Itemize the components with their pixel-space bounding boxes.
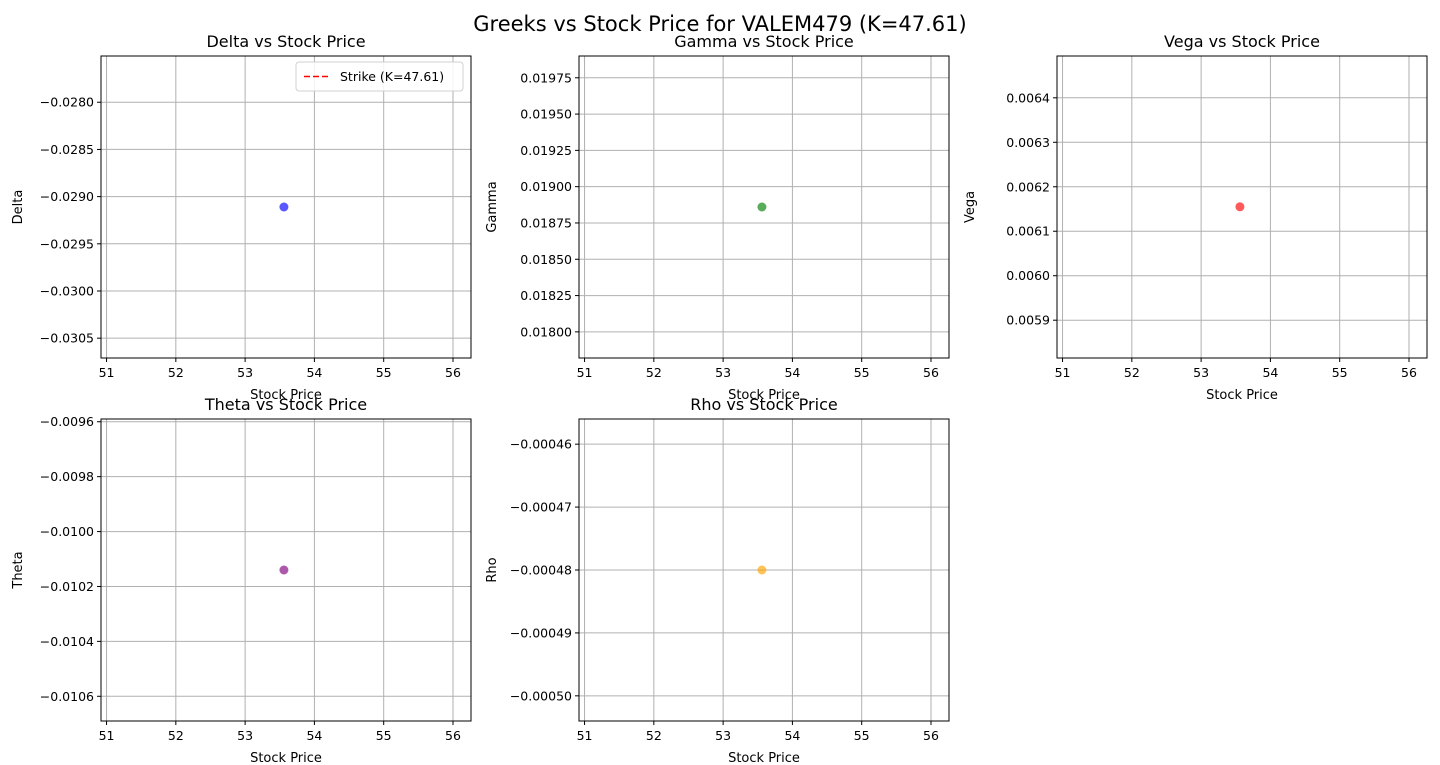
rho-x-tick-label: 51 — [577, 728, 593, 743]
gamma-y-tick-label: 0.01850 — [520, 252, 572, 267]
theta-y-tick-label: −0.0100 — [40, 524, 94, 539]
gamma-y-tick-label: 0.01800 — [520, 324, 572, 339]
gamma-y-tick-label: 0.01925 — [520, 143, 572, 158]
delta-x-tick-label: 54 — [306, 365, 322, 380]
rho-x-tick-label: 55 — [854, 728, 870, 743]
delta-x-tick-label: 53 — [237, 365, 253, 380]
theta-x-tick-label: 53 — [237, 728, 253, 743]
delta-legend-label: Strike (K=47.61) — [340, 69, 444, 84]
vega-y-tick-label: 0.0059 — [1006, 313, 1050, 328]
gamma-x-tick-label: 56 — [923, 365, 939, 380]
delta-x-tick-label: 52 — [168, 365, 184, 380]
delta-x-tick-label: 55 — [376, 365, 392, 380]
vega-axes-frame — [1056, 55, 1428, 359]
theta-axes-frame — [100, 418, 472, 722]
theta-x-tick-label: 56 — [445, 728, 461, 743]
rho-y-tick-label: −0.00047 — [510, 500, 572, 515]
vega-x-tick-label: 52 — [1124, 365, 1140, 380]
vega-y-tick-label: 0.0063 — [1006, 135, 1050, 150]
delta-y-tick-label: −0.0285 — [40, 142, 94, 157]
gamma-xlabel: Stock Price — [728, 388, 800, 403]
theta-data-point — [279, 565, 289, 575]
delta-ylabel: Delta — [11, 190, 26, 225]
subplots: 51 52 53 54 55 56 −0.0305 −0.0300 −0.0295 −0.0290… — [11, 32, 1428, 765]
gamma-y-tick-label: 0.01825 — [520, 288, 572, 303]
delta-axes-frame — [100, 55, 472, 359]
rho-title: Rho vs Stock Price — [690, 395, 837, 414]
delta-x-tick-label: 56 — [445, 365, 461, 380]
vega-x-tick-label: 54 — [1262, 365, 1278, 380]
delta-y-tick-label: −0.0305 — [40, 331, 94, 346]
rho-y-tick-label: −0.00050 — [510, 688, 572, 703]
vega-data-point — [1235, 202, 1245, 212]
gamma-x-tick-label: 51 — [577, 365, 593, 380]
figure-title: Greeks vs Stock Price for VALEM479 (K=47… — [473, 12, 966, 36]
vega-x-tick-label: 55 — [1332, 365, 1348, 380]
gamma-y-tick-label: 0.01975 — [520, 70, 572, 85]
rho-y-tick-label: −0.00048 — [510, 563, 572, 578]
vega-ylabel: Vega — [963, 191, 978, 223]
gamma-x-tick-label: 54 — [784, 365, 800, 380]
theta-x-tick-label: 51 — [99, 728, 115, 743]
theta-y-tick-label: −0.0102 — [40, 579, 94, 594]
delta-y-tick-label: −0.0280 — [40, 95, 94, 110]
delta-y-tick-label: −0.0290 — [40, 189, 94, 204]
vega-y-tick-label: 0.0060 — [1006, 268, 1050, 283]
rho-x-tick-label: 52 — [646, 728, 662, 743]
rho-x-tick-label: 56 — [923, 728, 939, 743]
gamma-title: Gamma vs Stock Price — [674, 32, 854, 51]
delta-title: Delta vs Stock Price — [206, 32, 365, 51]
vega-y-tick-label: 0.0061 — [1006, 224, 1050, 239]
delta-y-tick-label: −0.0300 — [40, 283, 94, 298]
gamma-ylabel: Gamma — [485, 181, 500, 232]
delta-xlabel: Stock Price — [250, 388, 322, 403]
gamma-x-tick-label: 52 — [646, 365, 662, 380]
vega-title: Vega vs Stock Price — [1164, 32, 1320, 51]
vega-x-tick-label: 56 — [1401, 365, 1417, 380]
rho-x-tick-label: 54 — [784, 728, 800, 743]
rho-y-tick-label: −0.00046 — [510, 437, 572, 452]
vega-subplot: 51 52 53 54 55 56 0.0059 0.0060 0.0061 0.0062 0.00… — [963, 32, 1428, 403]
rho-data-point — [757, 565, 767, 575]
gamma-y-tick-label: 0.01875 — [520, 215, 572, 230]
rho-xlabel: Stock Price — [728, 751, 800, 765]
rho-subplot: 51 52 53 54 55 56 −0.00050 −0.00049 −0.00048 −0.0… — [485, 395, 950, 765]
theta-y-tick-label: −0.0098 — [40, 469, 94, 484]
delta-x-tick-label: 51 — [99, 365, 115, 380]
gamma-y-tick-label: 0.01950 — [520, 107, 572, 122]
theta-title: Theta vs Stock Price — [204, 395, 367, 414]
theta-y-tick-label: −0.0106 — [40, 689, 94, 704]
theta-x-tick-label: 55 — [376, 728, 392, 743]
gamma-data-point — [757, 202, 767, 212]
vega-xlabel: Stock Price — [1206, 388, 1278, 403]
theta-xlabel: Stock Price — [250, 751, 322, 765]
theta-y-tick-label: −0.0104 — [40, 634, 94, 649]
theta-ylabel: Theta — [11, 551, 26, 589]
theta-x-tick-label: 54 — [306, 728, 322, 743]
delta-subplot: 51 52 53 54 55 56 −0.0305 −0.0300 −0.0295 −0.0290… — [11, 32, 472, 403]
rho-ylabel: Rho — [485, 557, 500, 582]
gamma-x-tick-label: 55 — [854, 365, 870, 380]
theta-x-tick-label: 52 — [168, 728, 184, 743]
rho-y-tick-label: −0.00049 — [510, 625, 572, 640]
delta-y-tick-label: −0.0295 — [40, 236, 94, 251]
theta-y-tick-label: −0.0096 — [40, 414, 94, 429]
vega-y-tick-label: 0.0062 — [1006, 179, 1050, 194]
vega-x-tick-label: 51 — [1055, 365, 1071, 380]
delta-legend: Strike (K=47.61) — [295, 61, 464, 92]
vega-x-tick-label: 53 — [1193, 365, 1209, 380]
delta-legend-box — [295, 61, 464, 92]
theta-subplot: 51 52 53 54 55 56 −0.0106 −0.0104 −0.0102 −0.0100… — [11, 395, 472, 765]
gamma-subplot: 51 52 53 54 55 56 0.01800 0.01825 0.01850 0.01875… — [485, 32, 950, 403]
gamma-axes-frame — [578, 55, 950, 359]
gamma-x-tick-label: 53 — [715, 365, 731, 380]
delta-data-point — [279, 202, 289, 212]
vega-y-tick-label: 0.0064 — [1006, 90, 1050, 105]
gamma-y-tick-label: 0.01900 — [520, 179, 572, 194]
rho-x-tick-label: 53 — [715, 728, 731, 743]
